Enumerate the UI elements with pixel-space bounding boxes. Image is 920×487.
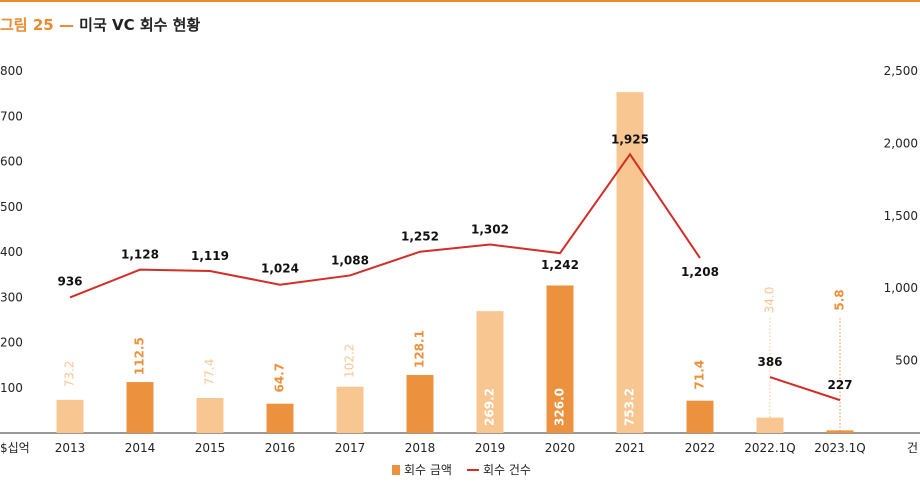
- right-axis-tick-label: 500: [895, 354, 918, 368]
- bar-value-label: 5.8: [833, 289, 847, 310]
- line-point-label: 227: [827, 378, 852, 392]
- line-point-label: 1,242: [541, 258, 579, 272]
- legend-bar-swatch: [392, 465, 400, 475]
- bar-value-label: 269.2: [483, 388, 497, 426]
- legend-label-count: 회수 건수: [483, 463, 531, 477]
- line-point-label: 1,024: [261, 262, 299, 276]
- bar-recovery-amount: [126, 382, 154, 433]
- bar-value-label: 753.2: [623, 388, 637, 426]
- x-axis-category-label: 2017: [335, 441, 366, 455]
- right-axis-tick-label: 1,500: [884, 209, 918, 223]
- left-axis-tick-label: 600: [0, 155, 23, 169]
- title-separator: —: [58, 16, 74, 34]
- bar-value-label: 128.1: [413, 330, 427, 368]
- x-axis-category-label: 2022: [685, 441, 716, 455]
- bar-recovery-amount: [616, 92, 644, 433]
- x-axis-category-label: 2018: [405, 441, 436, 455]
- x-axis-category-label: 2020: [545, 441, 576, 455]
- bar-recovery-amount: [406, 375, 434, 433]
- line-point-label: 1,119: [191, 249, 229, 263]
- bar-recovery-amount: [686, 400, 714, 433]
- x-axis-category-label: 2016: [265, 441, 296, 455]
- line-recovery-count: [69, 152, 701, 299]
- bar-recovery-amount: [546, 285, 574, 433]
- line-recovery-count: [769, 376, 841, 402]
- left-axis-tick-label: 800: [0, 64, 23, 78]
- figure-title: 그림 25 — 미국 VC 회수 현황: [0, 14, 200, 35]
- left-axis-tick-label: 300: [0, 290, 23, 304]
- right-axis-tick-label: 2,000: [884, 136, 918, 150]
- figure-title-text: 미국 VC 회수 현황: [79, 16, 201, 34]
- legend-label-amount: 회수 금액: [404, 463, 452, 477]
- x-axis-category-label: 2014: [125, 441, 156, 455]
- line-point-label: 1,128: [121, 248, 159, 262]
- bar-value-label: 73.2: [63, 361, 77, 388]
- top-accent-rule: [0, 0, 920, 2]
- line-point-label: 1,252: [401, 230, 439, 244]
- figure-number: 그림 25: [0, 16, 54, 34]
- left-axis-tick-label: 700: [0, 109, 23, 123]
- left-axis-unit: $십억: [0, 441, 30, 455]
- bar-value-label: 71.4: [693, 360, 707, 390]
- bar-value-label: 112.5: [133, 337, 147, 375]
- x-axis-category-label: 2015: [195, 441, 226, 455]
- right-axis-tick-label: 2,500: [884, 64, 918, 78]
- right-axis-unit: 건: [907, 441, 918, 455]
- bar-value-label: 326.0: [553, 388, 567, 426]
- x-axis-category-label: 2019: [475, 441, 506, 455]
- bar-value-label: 64.7: [273, 363, 287, 393]
- bar-value-label: 34.0: [763, 287, 777, 314]
- left-axis-tick-label: 500: [0, 200, 23, 214]
- left-axis-tick-label: 200: [0, 336, 23, 350]
- bar-recovery-amount: [196, 397, 224, 433]
- bar-value-label: 102.2: [343, 344, 357, 378]
- line-point-label: 1,088: [331, 253, 369, 267]
- line-point-label: 1,302: [471, 222, 509, 236]
- bar-recovery-amount: [826, 430, 854, 433]
- x-axis-category-label: 2021: [615, 441, 646, 455]
- bar-recovery-amount: [56, 399, 84, 433]
- bar-recovery-amount: [756, 417, 784, 433]
- bar-recovery-amount: [336, 386, 364, 433]
- line-point-label: 936: [57, 274, 82, 288]
- x-axis-category-label: 2022.1Q: [744, 441, 795, 455]
- line-point-label: 1,208: [681, 265, 719, 279]
- line-point-label: 386: [757, 355, 782, 369]
- bar-value-label: 77.4: [203, 359, 217, 386]
- bar-recovery-amount: [476, 311, 504, 433]
- x-axis-category-label: 2013: [55, 441, 86, 455]
- right-axis-tick-label: 1,000: [884, 281, 918, 295]
- left-axis-tick-label: 400: [0, 245, 23, 259]
- left-axis-tick-label: 100: [0, 381, 23, 395]
- bar-recovery-amount: [266, 403, 294, 433]
- x-axis-category-label: 2023.1Q: [814, 441, 865, 455]
- line-point-label: 1,925: [611, 132, 649, 146]
